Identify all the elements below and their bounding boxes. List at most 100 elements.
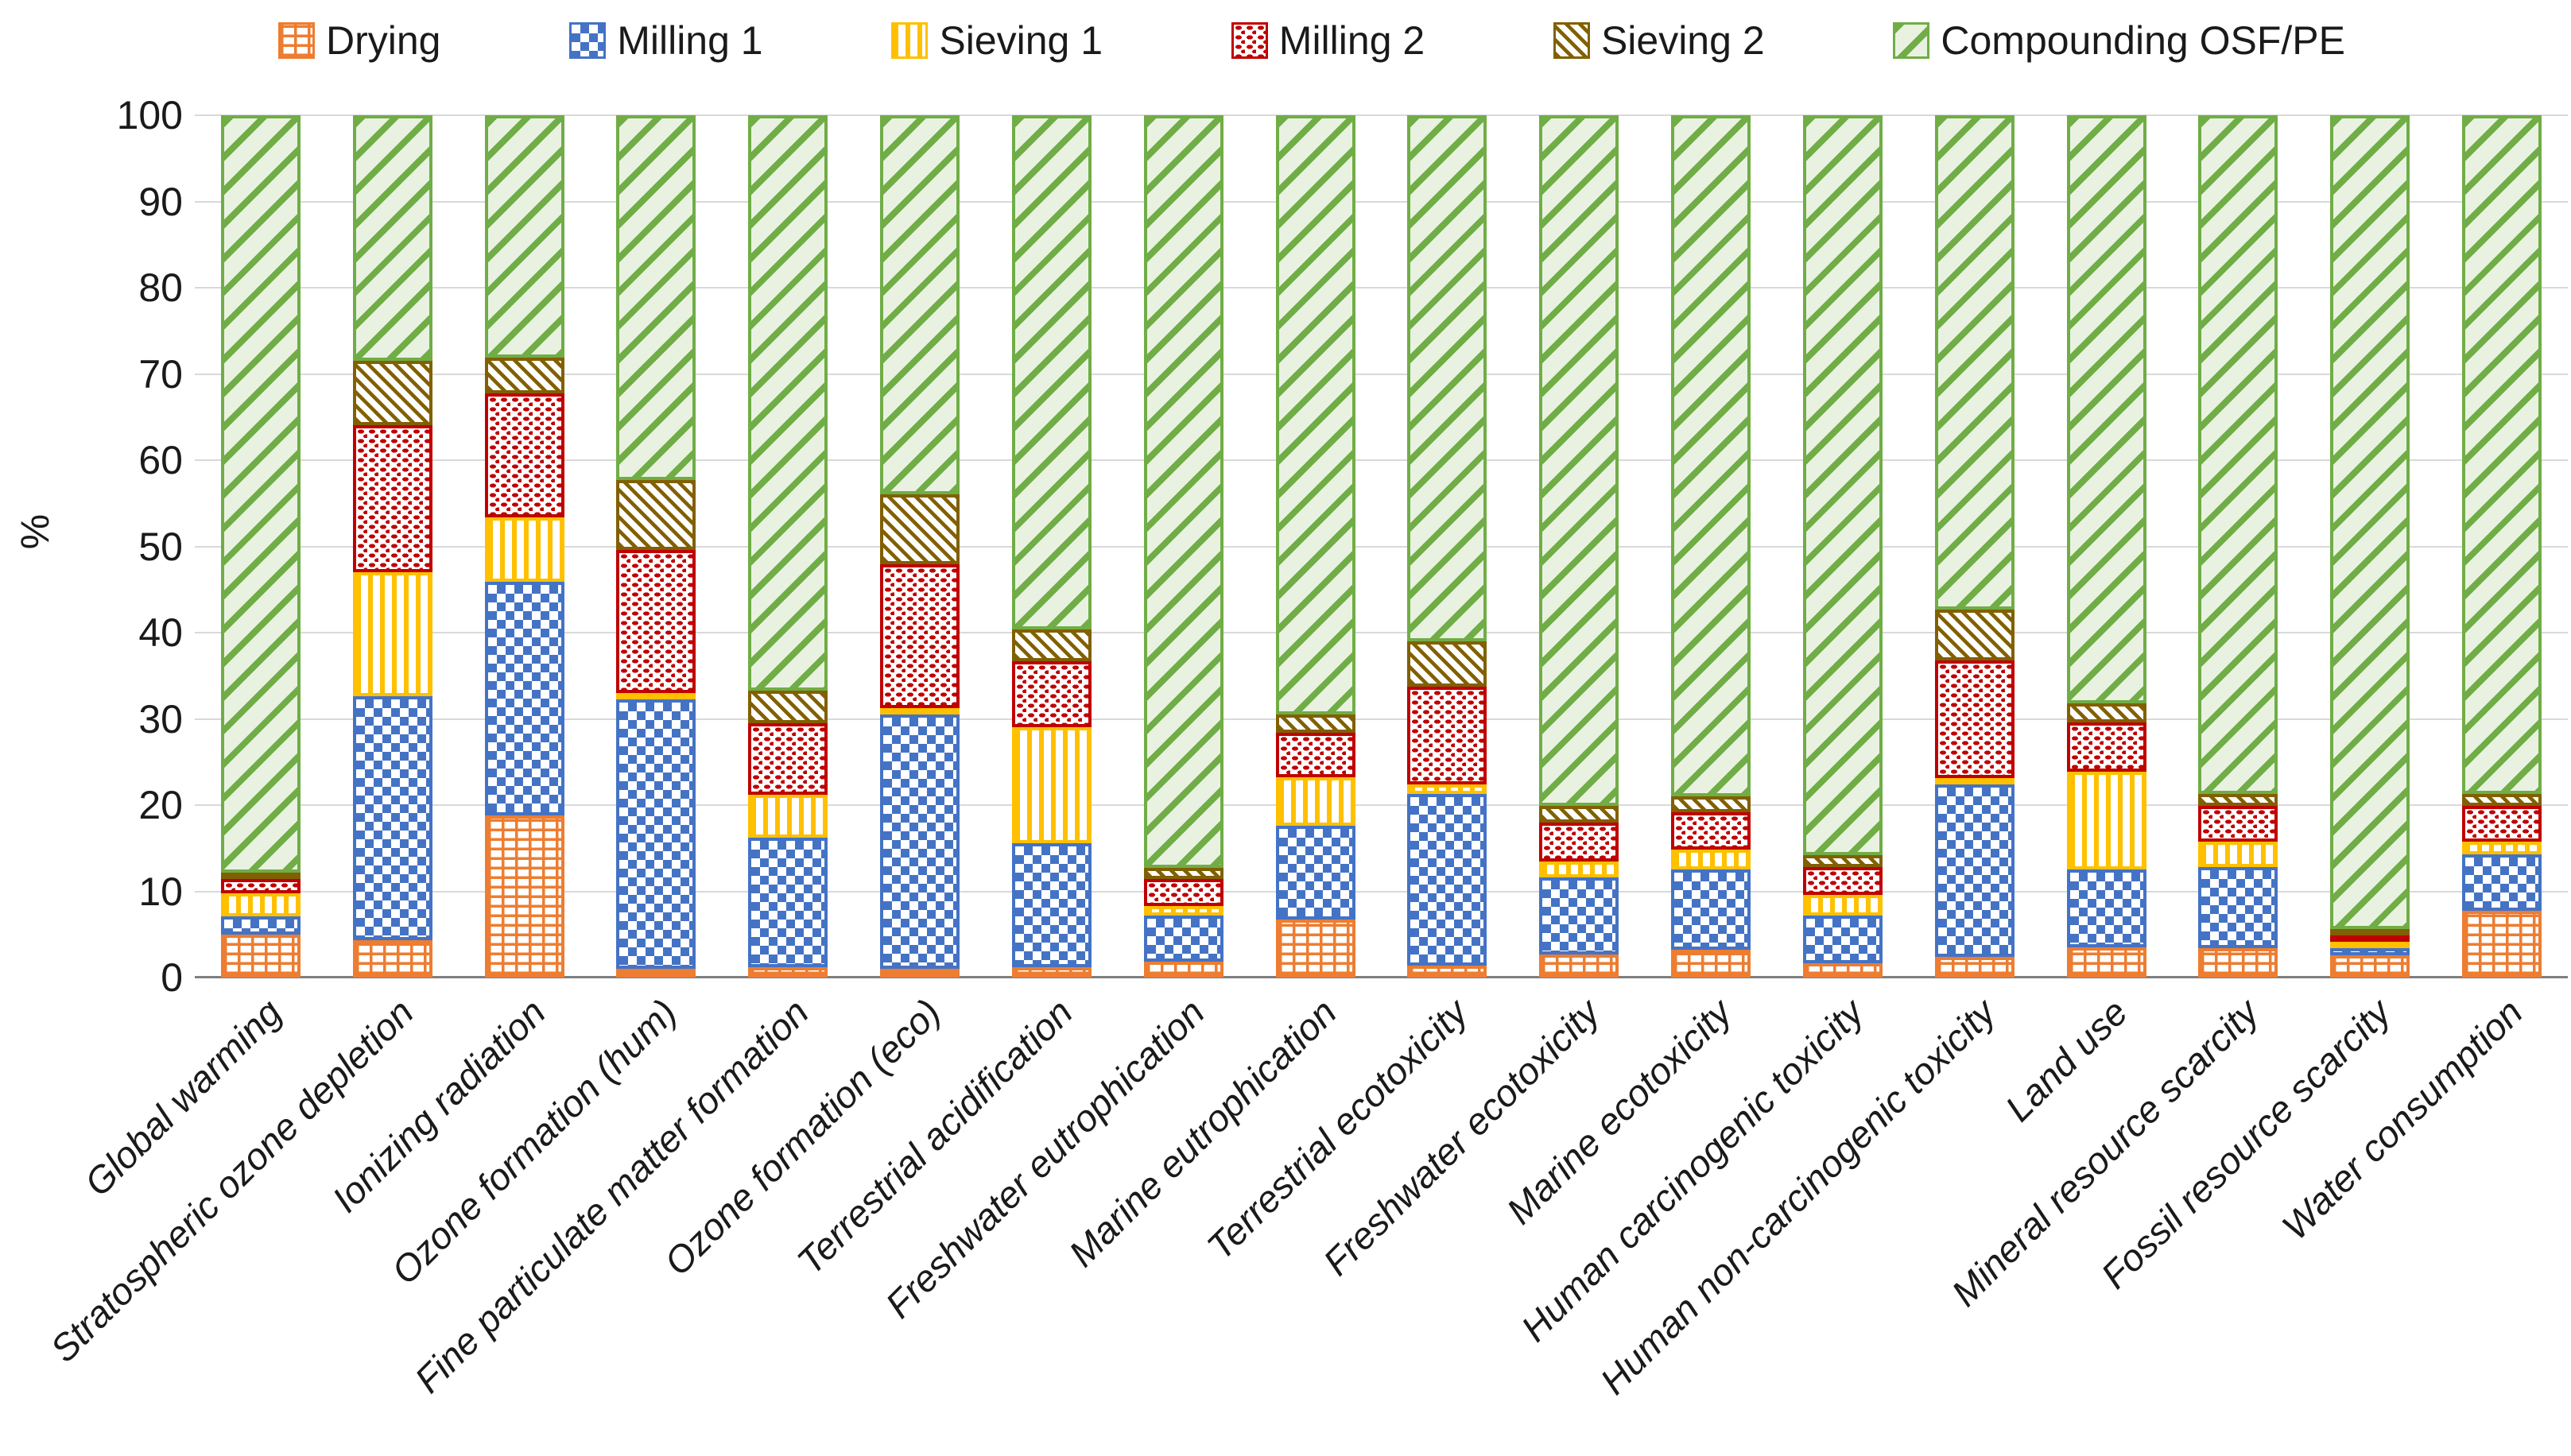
bar-marine-eutrophication <box>1275 115 1355 978</box>
bar-freshwater-eutrophication <box>1143 115 1223 978</box>
segment-milling-1 <box>1671 869 1751 951</box>
gridline <box>195 632 2568 633</box>
segment-compounding-osf-pe <box>1802 115 1883 855</box>
chart-legend: Drying Milling 1 Sieving 1 Milling 2 Sieving… <box>278 17 2345 64</box>
segment-sieving-1 <box>1802 894 1883 916</box>
category-slot <box>2041 115 2173 978</box>
x-axis-line <box>195 976 2568 978</box>
sieving-2-pattern-swatch-icon <box>1553 22 1590 59</box>
segment-sieving-2 <box>616 479 696 550</box>
category-slot <box>327 115 459 978</box>
legend-item-milling-2: Milling 2 <box>1231 17 1425 64</box>
segment-sieving-2 <box>1407 641 1487 687</box>
segment-drying <box>2198 948 2278 978</box>
plot-area <box>195 114 2568 978</box>
gridline <box>195 373 2568 375</box>
segment-drying <box>1011 966 1092 978</box>
segment-milling-2 <box>484 393 564 517</box>
segment-milling-1 <box>748 838 828 967</box>
segment-drying <box>616 969 696 978</box>
segment-compounding-osf-pe <box>1934 115 2015 610</box>
segment-drying <box>352 940 432 978</box>
bar-stratospheric-ozone-depletion <box>352 115 432 978</box>
bar-ozone-formation-hum <box>616 114 696 978</box>
segment-milling-2 <box>1275 732 1355 778</box>
segment-compounding-osf-pe <box>2330 115 2410 930</box>
category-slot <box>854 115 986 978</box>
category-slot <box>195 114 327 978</box>
y-tick-label: 100 <box>116 93 183 137</box>
segment-sieving-1 <box>1275 777 1355 827</box>
segment-compounding-osf-pe <box>880 115 960 495</box>
segment-milling-1 <box>1802 915 1883 963</box>
segment-sieving-2 <box>1802 854 1883 868</box>
segment-compounding-osf-pe <box>1407 115 1487 641</box>
segment-milling-1 <box>2461 854 2542 912</box>
category-slot <box>1513 115 1645 978</box>
segment-sieving-2 <box>1539 806 1619 823</box>
legend-item-sieving-2: Sieving 2 <box>1553 17 1765 64</box>
segment-sieving-2 <box>2330 929 2410 936</box>
segment-compounding-osf-pe <box>220 114 301 873</box>
y-tick-label: 80 <box>138 265 183 310</box>
segment-sieving-1 <box>352 572 432 697</box>
y-tick-label: 40 <box>138 610 183 655</box>
segment-milling-2 <box>748 722 828 795</box>
segment-milling-2 <box>1802 867 1883 895</box>
category-slot <box>986 115 1118 978</box>
bar-freshwater-ecotoxicity <box>1539 115 1619 978</box>
segment-sieving-1 <box>1934 778 2015 785</box>
segment-milling-1 <box>1011 842 1092 967</box>
segment-sieving-2 <box>1275 714 1355 733</box>
bar-land-use <box>2066 115 2146 978</box>
segment-sieving-1 <box>748 794 828 838</box>
bar-terrestrial-ecotoxicity <box>1407 115 1487 978</box>
legend-label: Sieving 2 <box>1600 18 1765 63</box>
segment-compounding-osf-pe <box>1011 115 1092 629</box>
segment-sieving-1 <box>1539 861 1619 878</box>
compounding-osf-pe-pattern-swatch-icon <box>1893 22 1930 59</box>
segment-sieving-1 <box>1407 784 1487 794</box>
x-axis-labels: Global warming Stratospheric ozone deplet… <box>42 991 2568 1453</box>
segment-milling-1 <box>2330 948 2410 956</box>
segment-compounding-osf-pe <box>1143 115 1223 869</box>
segment-drying <box>484 815 564 978</box>
segment-milling-1 <box>880 714 960 970</box>
segment-sieving-2 <box>352 361 432 425</box>
segment-compounding-osf-pe <box>2066 115 2146 703</box>
segment-drying <box>880 969 960 978</box>
segment-sieving-2 <box>2066 703 2146 722</box>
segment-drying <box>220 934 301 978</box>
y-tick-label: 60 <box>138 438 183 482</box>
gridline <box>195 718 2568 720</box>
segment-sieving-1 <box>2461 841 2542 854</box>
legend-item-milling-1: Milling 1 <box>569 17 763 64</box>
gridline <box>195 200 2568 203</box>
segment-milling-1 <box>616 699 696 970</box>
segment-milling-2 <box>1011 660 1092 728</box>
segment-sieving-2 <box>2198 793 2278 807</box>
y-tick-label: 30 <box>138 696 183 742</box>
segment-drying <box>2066 947 2146 978</box>
segment-drying <box>1671 950 1751 978</box>
segment-sieving-1 <box>1011 727 1092 843</box>
segment-sieving-1 <box>2330 942 2410 949</box>
category-slot <box>1777 115 1909 978</box>
segment-sieving-2 <box>484 357 564 394</box>
category-slot <box>2436 115 2568 978</box>
segment-milling-2 <box>1671 811 1751 850</box>
legend-item-compounding-osf-pe: Compounding OSF/PE <box>1893 17 2345 64</box>
legend-label: Sieving 1 <box>939 18 1103 63</box>
segment-milling-2 <box>2066 722 2146 772</box>
legend-item-drying: Drying <box>278 17 440 64</box>
bar-ozone-formation-eco <box>880 115 960 978</box>
legend-label: Milling 1 <box>617 18 763 63</box>
segment-compounding-osf-pe <box>748 115 828 691</box>
segment-milling-1 <box>484 582 564 816</box>
segment-milling-1 <box>352 696 432 941</box>
segment-milling-2 <box>1407 687 1487 784</box>
segment-milling-2 <box>352 424 432 573</box>
segment-drying <box>1802 962 1883 978</box>
segment-sieving-1 <box>484 517 564 582</box>
